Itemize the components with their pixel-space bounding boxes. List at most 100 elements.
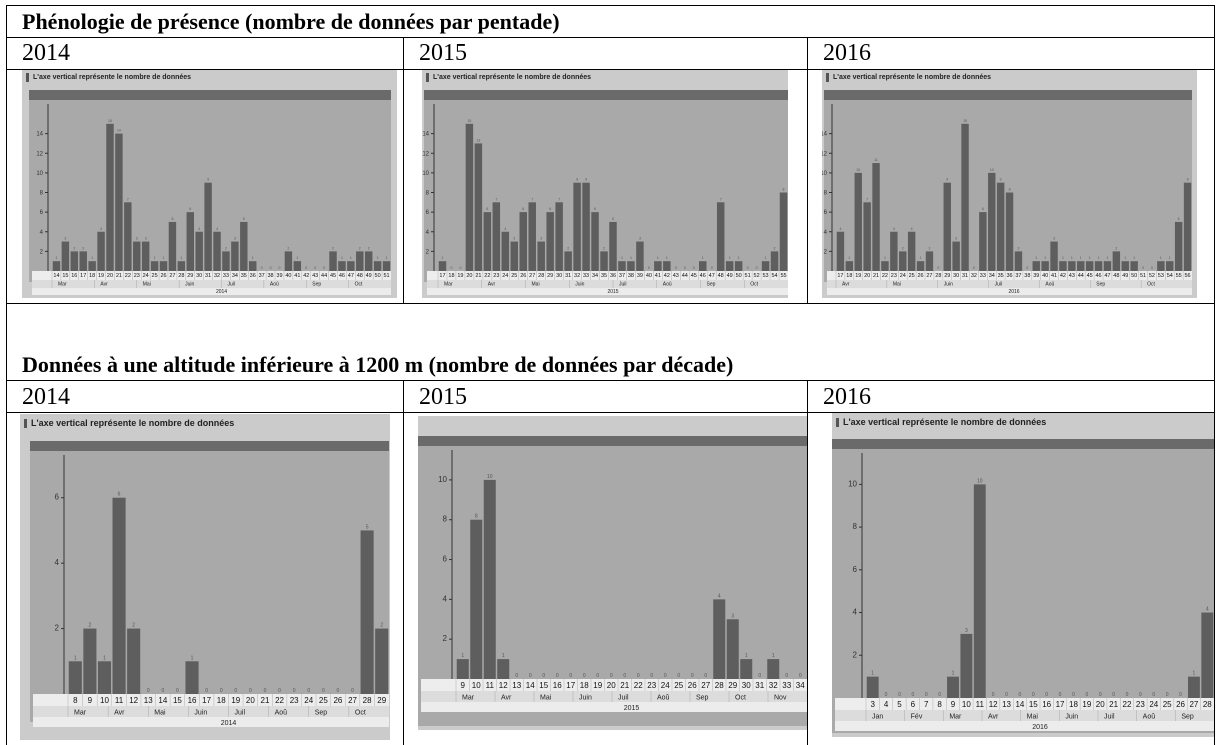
y-tick-label: 4	[443, 594, 448, 603]
x-tick-label: 50	[1131, 273, 1137, 279]
data-label: 0	[234, 688, 237, 694]
data-label: 2	[368, 246, 370, 250]
month-label: Nov	[774, 695, 787, 702]
month-label: Sep	[707, 282, 716, 288]
decade-section-title: Données à une altitude inférieure à 1200…	[22, 351, 733, 379]
x-tick-label: 25	[319, 696, 328, 705]
data-label: 1	[1160, 256, 1162, 260]
x-tick-label: 21	[261, 696, 270, 705]
x-tick-label: 33	[980, 273, 986, 279]
month-label: Avr	[501, 695, 512, 702]
bar	[1157, 261, 1165, 271]
bar	[1121, 261, 1129, 271]
x-tick-label: 42	[664, 273, 670, 279]
x-tick-label: 4	[884, 700, 889, 709]
chart-panel-decade-2014: L'axe vertical représente le nombre de d…	[20, 414, 390, 740]
bar	[438, 261, 447, 271]
data-label: 1	[621, 256, 623, 260]
y-tick-label: 2	[853, 650, 858, 659]
x-tick-label: 27	[348, 696, 357, 705]
data-label: 2	[928, 246, 930, 250]
x-tick-label: 9	[88, 696, 93, 705]
y-tick-label: 12	[822, 151, 828, 157]
x-tick-label: 21	[873, 273, 879, 279]
data-label: 0	[569, 673, 572, 679]
data-label: 3	[136, 237, 138, 241]
x-tick-label: 18	[1069, 700, 1078, 709]
y-tick-label: 4	[426, 230, 430, 236]
x-tick-label: 31	[205, 273, 211, 279]
x-tick-label: 29	[728, 681, 737, 690]
data-label: 0	[322, 688, 325, 694]
data-label: 6	[594, 207, 596, 211]
x-tick-label: 3	[870, 700, 875, 709]
x-tick-label: 12	[499, 681, 508, 690]
data-label: 0	[1059, 692, 1062, 698]
x-tick-label: 14	[1015, 700, 1024, 709]
data-label: 7	[866, 197, 868, 201]
x-tick-label: 33	[583, 273, 589, 279]
bar	[943, 182, 951, 271]
data-label: 9	[585, 178, 587, 182]
data-label: 4	[718, 593, 721, 599]
x-tick-label: 24	[661, 681, 670, 690]
x-tick-label: 32	[971, 273, 977, 279]
year-band	[421, 702, 807, 712]
bar	[925, 251, 934, 271]
caption-text: L'axe vertical représente le nombre de d…	[31, 418, 235, 428]
x-tick-label: 38	[268, 273, 274, 279]
data-label: 4	[1206, 607, 1209, 613]
month-label: Juin	[194, 710, 207, 717]
data-label: 1	[461, 653, 464, 659]
bar	[1032, 261, 1040, 271]
x-tick-label: 17	[566, 681, 575, 690]
bar	[1068, 261, 1076, 271]
x-tick-label: 49	[1122, 273, 1128, 279]
month-label: Juin	[944, 282, 953, 288]
data-label: 13	[476, 138, 480, 142]
month-label: Mai	[143, 282, 151, 288]
bar	[141, 241, 150, 271]
y-tick-label: 6	[443, 555, 448, 564]
data-label: 1	[1062, 256, 1064, 260]
data-label: 0	[704, 673, 707, 679]
data-label: 3	[639, 237, 641, 241]
bar	[770, 251, 779, 271]
table-rule-row4	[6, 380, 1215, 381]
x-tick-label: 47	[1104, 273, 1110, 279]
bar	[364, 251, 373, 271]
data-label: 0	[637, 673, 640, 679]
caption-text: L'axe vertical représente le nombre de d…	[843, 417, 1047, 427]
data-label: 1	[91, 256, 93, 260]
month-label: Mai	[1027, 714, 1039, 721]
y-tick-label: 6	[824, 210, 828, 216]
chart-panel-decade-2015: 2 4 6 8 10 1 8 10 1 0 0 0 0 0 0 0 0 0 0 0 0 0 0 0 4 3 1 0 1 0 0 9 10 11 12…	[418, 416, 807, 730]
data-label: 0	[1026, 266, 1028, 270]
bar	[779, 192, 788, 271]
caption-mark-icon	[826, 73, 829, 82]
x-tick-label: 20	[107, 273, 113, 279]
month-label: Oct	[355, 710, 366, 717]
data-label: 0	[556, 673, 559, 679]
x-tick-label: 44	[321, 273, 327, 279]
table-border-left	[6, 5, 7, 745]
month-label: Sep	[696, 695, 709, 702]
data-label: 1	[163, 256, 165, 260]
x-tick-label: 37	[259, 273, 265, 279]
data-label: 2	[332, 246, 334, 250]
caption-text: L'axe vertical représente le nombre de d…	[433, 74, 592, 81]
bar	[973, 484, 986, 698]
month-label: Avr	[114, 710, 125, 717]
bar	[979, 212, 987, 271]
x-tick-label: 14	[158, 696, 167, 705]
x-tick-label: 32	[214, 273, 220, 279]
x-tick-label: 27	[701, 681, 710, 690]
bar	[195, 231, 203, 271]
x-tick-label: 38	[1024, 273, 1030, 279]
year-header-top-1: 2014	[22, 40, 70, 66]
chart-caption: L'axe vertical représente le nombre de d…	[422, 70, 591, 85]
data-label: 6	[189, 207, 191, 211]
x-tick-label: 31	[565, 273, 571, 279]
data-label: 3	[234, 237, 236, 241]
data-label: 5	[612, 217, 614, 221]
